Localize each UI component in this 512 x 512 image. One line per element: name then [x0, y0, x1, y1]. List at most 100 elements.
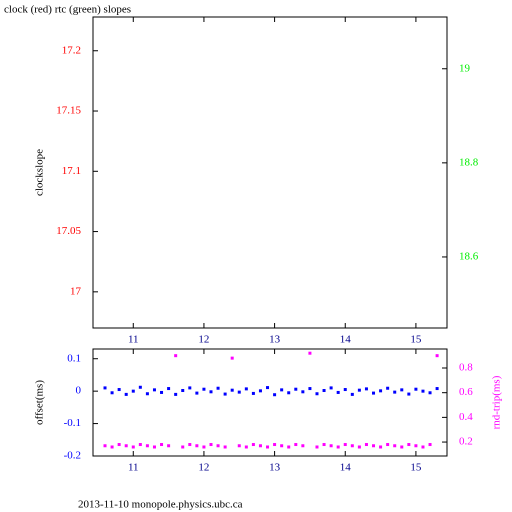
scatter-point: [379, 445, 383, 449]
scatter-point: [322, 443, 326, 447]
x-tick-label: 13: [269, 334, 281, 346]
x-tick-label: 14: [340, 462, 352, 474]
scatter-point: [414, 444, 418, 448]
scatter-point: [266, 386, 270, 390]
scatter-point: [202, 387, 206, 391]
scatter-point: [195, 444, 199, 448]
scatter-point: [407, 392, 411, 396]
scatter-point: [428, 443, 432, 447]
scatter-point: [145, 444, 149, 448]
scatter-point: [294, 387, 298, 391]
scatter-point: [174, 392, 178, 396]
scatter-point: [152, 445, 156, 449]
y2-tick-label: 18.6: [459, 250, 479, 262]
plot-frame: [92, 16, 448, 329]
scatter-point: [350, 444, 354, 448]
scatter-point: [223, 392, 227, 396]
scatter-point: [435, 354, 439, 358]
scatter-point: [237, 444, 241, 448]
scatter-point: [364, 387, 368, 391]
scatter-point: [117, 443, 121, 447]
scatter-point: [124, 392, 128, 396]
scatter-point: [393, 444, 397, 448]
scatter-point: [181, 445, 185, 449]
scatter-point: [280, 388, 284, 392]
y-tick-label: -0.1: [64, 417, 81, 429]
scatter-point: [414, 387, 418, 391]
scatter-point: [386, 443, 390, 447]
scatter-point: [379, 389, 383, 393]
scatter-point: [393, 390, 397, 394]
y2-tick-label: 0.6: [459, 386, 473, 398]
scatter-point: [308, 351, 312, 355]
y-axis-label: offset(ms): [34, 380, 46, 425]
y-tick-label: 0: [76, 385, 82, 397]
scatter-point: [287, 445, 291, 449]
x-tick-label: 14: [340, 334, 352, 346]
scatter-point: [364, 443, 368, 447]
scatter-point: [145, 392, 149, 396]
scatter-point: [386, 386, 390, 390]
scatter-point: [103, 444, 107, 448]
scatter-point: [400, 445, 404, 449]
y-tick-label: 17.15: [56, 105, 81, 117]
y2-axis-label: rnd-trip(ms): [491, 375, 503, 429]
scatter-point: [273, 443, 277, 447]
scatter-point: [301, 390, 305, 394]
y2-tick-label: 18.8: [459, 156, 479, 168]
scatter-point: [273, 393, 277, 397]
scatter-point: [117, 388, 121, 392]
scatter-point: [343, 443, 347, 447]
scatter-point: [428, 391, 432, 395]
y2-tick-label: 0.4: [459, 411, 473, 423]
y-tick-label: 17.1: [62, 165, 81, 177]
scatter-point: [251, 443, 255, 447]
y-tick-label: 17.2: [62, 44, 81, 56]
y-tick-label: 17.05: [56, 225, 81, 237]
scatter-point: [322, 389, 326, 393]
scatter-point: [188, 386, 192, 390]
scatter-point: [230, 388, 234, 392]
scatter-point: [167, 444, 171, 448]
scatter-point: [357, 388, 361, 392]
footer: 2013-11-10 monopole.physics.ubc.ca: [78, 499, 243, 511]
scatter-point: [308, 387, 312, 391]
scatter-point: [336, 445, 340, 449]
scatter-point: [131, 445, 135, 449]
scatter-point: [160, 390, 164, 394]
scatter-point: [350, 392, 354, 396]
scatter-point: [195, 391, 199, 395]
x-tick-label: 12: [198, 462, 209, 474]
scatter-point: [188, 443, 192, 447]
scatter-point: [421, 445, 425, 449]
scatter-point: [372, 391, 376, 395]
y-tick-label: -0.2: [64, 450, 81, 462]
scatter-point: [244, 387, 248, 391]
scatter-point: [174, 354, 178, 358]
y2-tick-label: 0.8: [459, 362, 473, 374]
scatter-point: [209, 390, 213, 394]
scatter-point: [357, 445, 361, 449]
x-tick-label: 15: [410, 334, 422, 346]
scatter-point: [315, 392, 319, 396]
x-tick-label: 11: [128, 334, 139, 346]
scatter-point: [181, 389, 185, 393]
scatter-point: [223, 445, 227, 449]
scatter-point: [237, 390, 241, 394]
scatter-point: [167, 387, 171, 391]
scatter-point: [251, 391, 255, 395]
scatter-point: [230, 356, 234, 360]
scatter-point: [103, 386, 107, 390]
scatter-point: [329, 444, 333, 448]
scatter-point: [294, 443, 298, 447]
plot-frame: [92, 348, 448, 457]
y-axis-label: clockslope: [34, 149, 46, 196]
scatter-point: [435, 387, 439, 391]
scatter-point: [407, 443, 411, 447]
scatter-point: [244, 445, 248, 449]
scatter-point: [110, 445, 114, 449]
y2-tick-label: 0.2: [459, 436, 473, 448]
scatter-point: [152, 388, 156, 392]
scatter-point: [124, 444, 128, 448]
